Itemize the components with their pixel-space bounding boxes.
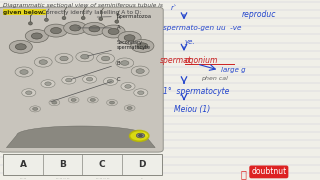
- Circle shape: [15, 67, 33, 77]
- Circle shape: [31, 33, 42, 39]
- Circle shape: [127, 107, 132, 109]
- Circle shape: [90, 98, 95, 101]
- Text: -- --: -- --: [20, 176, 26, 180]
- Text: A: A: [20, 160, 27, 169]
- Circle shape: [49, 100, 60, 106]
- Ellipse shape: [99, 17, 103, 21]
- Circle shape: [124, 35, 135, 41]
- Circle shape: [109, 101, 115, 104]
- Circle shape: [131, 39, 154, 52]
- Text: given below.: given below.: [3, 10, 45, 15]
- Text: ogonium: ogonium: [185, 56, 218, 65]
- Circle shape: [136, 69, 144, 73]
- Circle shape: [44, 24, 68, 37]
- Ellipse shape: [28, 22, 32, 25]
- Circle shape: [86, 77, 93, 81]
- Circle shape: [45, 82, 51, 86]
- Circle shape: [39, 60, 47, 64]
- Text: ye.: ye.: [184, 39, 195, 45]
- Text: -- -- -- --: -- -- -- --: [95, 176, 109, 180]
- Text: -- -- -- --: -- -- -- --: [56, 176, 69, 180]
- Circle shape: [25, 30, 48, 42]
- Circle shape: [83, 75, 97, 83]
- Text: spermat: spermat: [160, 56, 192, 65]
- Circle shape: [107, 100, 117, 106]
- Circle shape: [33, 107, 38, 110]
- Text: A: A: [78, 25, 120, 30]
- Circle shape: [89, 26, 100, 32]
- Text: Correctly identify labelling A to D:: Correctly identify labelling A to D:: [40, 10, 141, 15]
- Text: B: B: [71, 61, 120, 79]
- Text: C: C: [99, 160, 106, 169]
- Circle shape: [125, 85, 131, 88]
- Circle shape: [121, 61, 129, 65]
- Circle shape: [138, 91, 144, 95]
- Circle shape: [101, 56, 110, 61]
- Circle shape: [62, 76, 76, 84]
- Text: Secondary
spermatocyte: Secondary spermatocyte: [87, 40, 151, 56]
- Circle shape: [130, 130, 149, 141]
- Ellipse shape: [81, 16, 85, 20]
- Text: r`: r`: [171, 5, 178, 11]
- Circle shape: [20, 70, 28, 74]
- Ellipse shape: [62, 16, 66, 20]
- Circle shape: [108, 28, 119, 35]
- Circle shape: [70, 25, 81, 31]
- Circle shape: [9, 40, 32, 53]
- Circle shape: [137, 43, 148, 49]
- Text: ⓓ: ⓓ: [240, 169, 246, 179]
- Ellipse shape: [44, 18, 48, 21]
- Circle shape: [136, 133, 145, 138]
- Text: 1°  spermatocyte: 1° spermatocyte: [163, 87, 229, 96]
- Circle shape: [71, 98, 76, 101]
- Circle shape: [34, 57, 52, 67]
- Circle shape: [81, 54, 89, 59]
- Ellipse shape: [115, 20, 119, 23]
- Circle shape: [41, 80, 55, 88]
- Text: reproduc: reproduc: [242, 10, 276, 19]
- Circle shape: [55, 53, 73, 64]
- Text: Meiou (1): Meiou (1): [174, 105, 211, 114]
- Circle shape: [22, 89, 36, 97]
- Circle shape: [26, 91, 32, 95]
- Circle shape: [52, 101, 57, 104]
- Circle shape: [30, 106, 41, 112]
- Circle shape: [51, 28, 61, 34]
- Text: --: --: [140, 176, 143, 180]
- Circle shape: [134, 89, 148, 97]
- Text: phen cal: phen cal: [201, 76, 228, 81]
- Circle shape: [107, 80, 114, 83]
- Circle shape: [64, 21, 87, 34]
- Circle shape: [15, 44, 26, 50]
- Text: Spermatozoa: Spermatozoa: [97, 14, 152, 19]
- Circle shape: [103, 77, 117, 85]
- Circle shape: [68, 97, 79, 103]
- Text: D: D: [138, 160, 146, 169]
- Circle shape: [118, 31, 141, 44]
- Circle shape: [116, 58, 134, 68]
- Text: B: B: [59, 160, 66, 169]
- Circle shape: [131, 66, 149, 76]
- Circle shape: [83, 22, 106, 35]
- Text: C: C: [51, 77, 120, 102]
- Circle shape: [60, 56, 68, 61]
- Text: spermato-gen uu  -ve: spermato-gen uu -ve: [163, 25, 242, 31]
- Bar: [3, 154, 162, 175]
- Circle shape: [102, 25, 125, 38]
- Circle shape: [97, 53, 115, 64]
- Text: Diagrammatic sectional view of seminiferous tubule is: Diagrammatic sectional view of seminifer…: [3, 3, 163, 8]
- Text: large g: large g: [221, 67, 245, 73]
- Text: doubtnut: doubtnut: [251, 167, 286, 176]
- Polygon shape: [6, 126, 155, 148]
- Circle shape: [121, 82, 135, 90]
- FancyBboxPatch shape: [0, 7, 163, 152]
- Circle shape: [66, 78, 72, 82]
- Circle shape: [87, 97, 98, 103]
- Circle shape: [76, 52, 94, 62]
- Circle shape: [139, 134, 142, 137]
- Circle shape: [124, 105, 135, 111]
